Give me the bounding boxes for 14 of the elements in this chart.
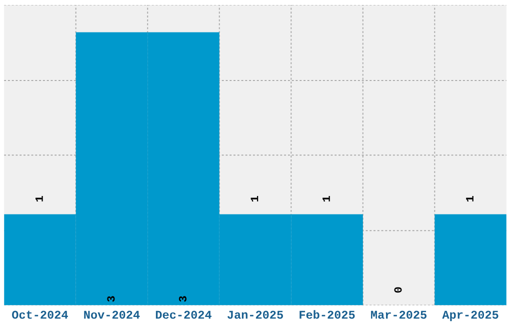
data-label: 1 bbox=[322, 196, 330, 202]
x-tick-label: Mar-2025 bbox=[371, 310, 427, 319]
x-tick-label: Jan-2025 bbox=[228, 310, 283, 319]
x-tick-label: Oct-2024 bbox=[12, 310, 68, 319]
data-label: 1 bbox=[36, 196, 43, 202]
x-tick-label: Dec-2024 bbox=[156, 310, 212, 319]
data-label: 3 bbox=[107, 296, 115, 302]
data-label: 1 bbox=[466, 196, 474, 202]
x-tick-label: Feb-2025 bbox=[300, 310, 355, 319]
data-label: 1 bbox=[250, 196, 258, 202]
x-tick-label: Nov-2024 bbox=[84, 310, 140, 319]
data-label: 3 bbox=[178, 296, 186, 302]
x-tick-label: Apr-2025 bbox=[442, 310, 498, 322]
data-label: 0 bbox=[394, 287, 402, 293]
